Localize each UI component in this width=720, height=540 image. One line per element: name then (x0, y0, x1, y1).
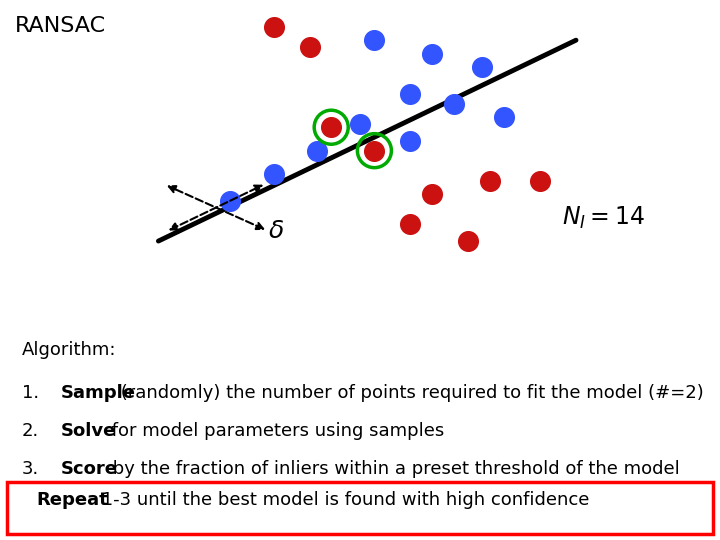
FancyBboxPatch shape (7, 482, 713, 534)
Text: 3.: 3. (22, 460, 39, 478)
Point (268, 23, 279, 31)
Point (225, 197, 236, 205)
Point (426, 49, 438, 58)
Text: 1-3 until the best model is found with high confidence: 1-3 until the best model is found with h… (96, 491, 589, 509)
Text: RANSAC: RANSAC (14, 16, 106, 36)
Point (477, 63, 488, 71)
Text: Sample: Sample (61, 384, 136, 402)
Point (462, 237, 474, 245)
Text: Solve: Solve (61, 422, 117, 440)
Point (534, 177, 546, 185)
Point (405, 90, 416, 98)
Text: 2.: 2. (22, 422, 39, 440)
Point (484, 177, 495, 185)
Point (448, 99, 459, 108)
Point (304, 43, 315, 51)
Text: (randomly) the number of points required to fit the model (#=2): (randomly) the number of points required… (115, 384, 704, 402)
Point (405, 220, 416, 228)
Text: for model parameters using samples: for model parameters using samples (106, 422, 444, 440)
Text: 1.: 1. (22, 384, 39, 402)
Text: $\delta$: $\delta$ (268, 220, 284, 242)
Point (311, 146, 323, 155)
Point (369, 146, 380, 155)
Point (498, 113, 510, 122)
Point (354, 119, 366, 128)
Text: $N_I = 14$: $N_I = 14$ (562, 205, 644, 231)
Text: Algorithm:: Algorithm: (22, 341, 116, 359)
Text: by the fraction of inliers within a preset threshold of the model: by the fraction of inliers within a pres… (107, 460, 679, 478)
Text: Score: Score (61, 460, 118, 478)
Point (369, 36, 380, 44)
Point (268, 170, 279, 178)
Text: Repeat: Repeat (36, 491, 108, 509)
Point (405, 136, 416, 145)
Point (426, 190, 438, 199)
Point (369, 146, 380, 155)
Point (325, 123, 337, 132)
Point (325, 123, 337, 132)
